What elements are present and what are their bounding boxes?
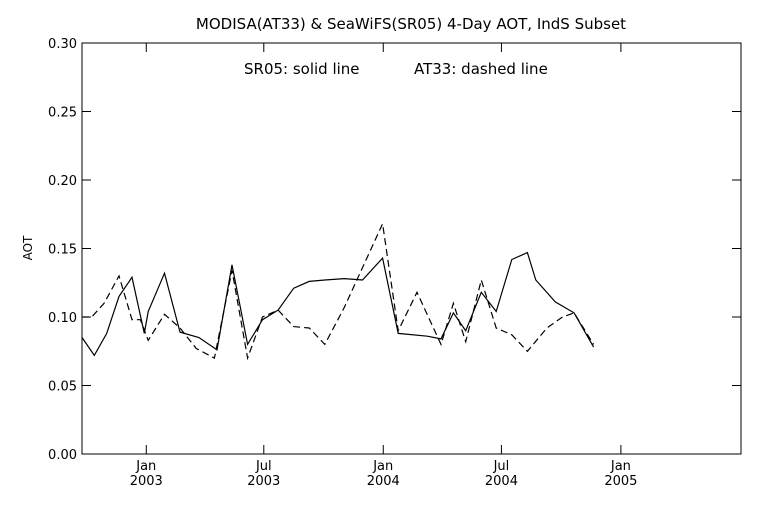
x-tick-year-label: 2005	[604, 474, 637, 489]
x-tick-month-label: Jan	[610, 459, 631, 474]
y-axis-label: AOT	[21, 235, 35, 260]
x-tick-year-label: 2003	[247, 474, 280, 489]
x-tick-month-label: Jan	[135, 459, 156, 474]
x-tick-year-label: 2004	[367, 474, 400, 489]
legend-dashed-text: AT33: dashed line	[414, 60, 548, 78]
series-layer	[81, 221, 595, 361]
x-tick-month-label: Jul	[493, 459, 510, 474]
x-tick-month-label: Jul	[255, 459, 272, 474]
series-line-at33	[82, 221, 595, 361]
y-tick-label: 0.10	[48, 311, 77, 326]
chart-title: MODISA(AT33) & SeaWiFS(SR05) 4-Day AOT, …	[196, 15, 626, 33]
y-tick-label: 0.15	[48, 243, 77, 258]
y-tick-label: 0.20	[48, 174, 77, 189]
y-tick-label: 0.00	[48, 448, 77, 463]
legend-solid-text: SR05: solid line	[244, 60, 360, 78]
y-tick-label: 0.05	[48, 380, 77, 395]
x-tick-year-label: 2003	[130, 474, 163, 489]
y-tick-label: 0.30	[48, 37, 77, 52]
y-tick-label: 0.25	[48, 106, 77, 121]
x-tick-month-label: Jan	[372, 459, 393, 474]
y-axis: 0.00 0.05 0.10 0.15 0.20 0.25 0.30	[48, 37, 741, 463]
x-tick-year-label: 2004	[485, 474, 518, 489]
series-line-sr05	[81, 251, 595, 357]
